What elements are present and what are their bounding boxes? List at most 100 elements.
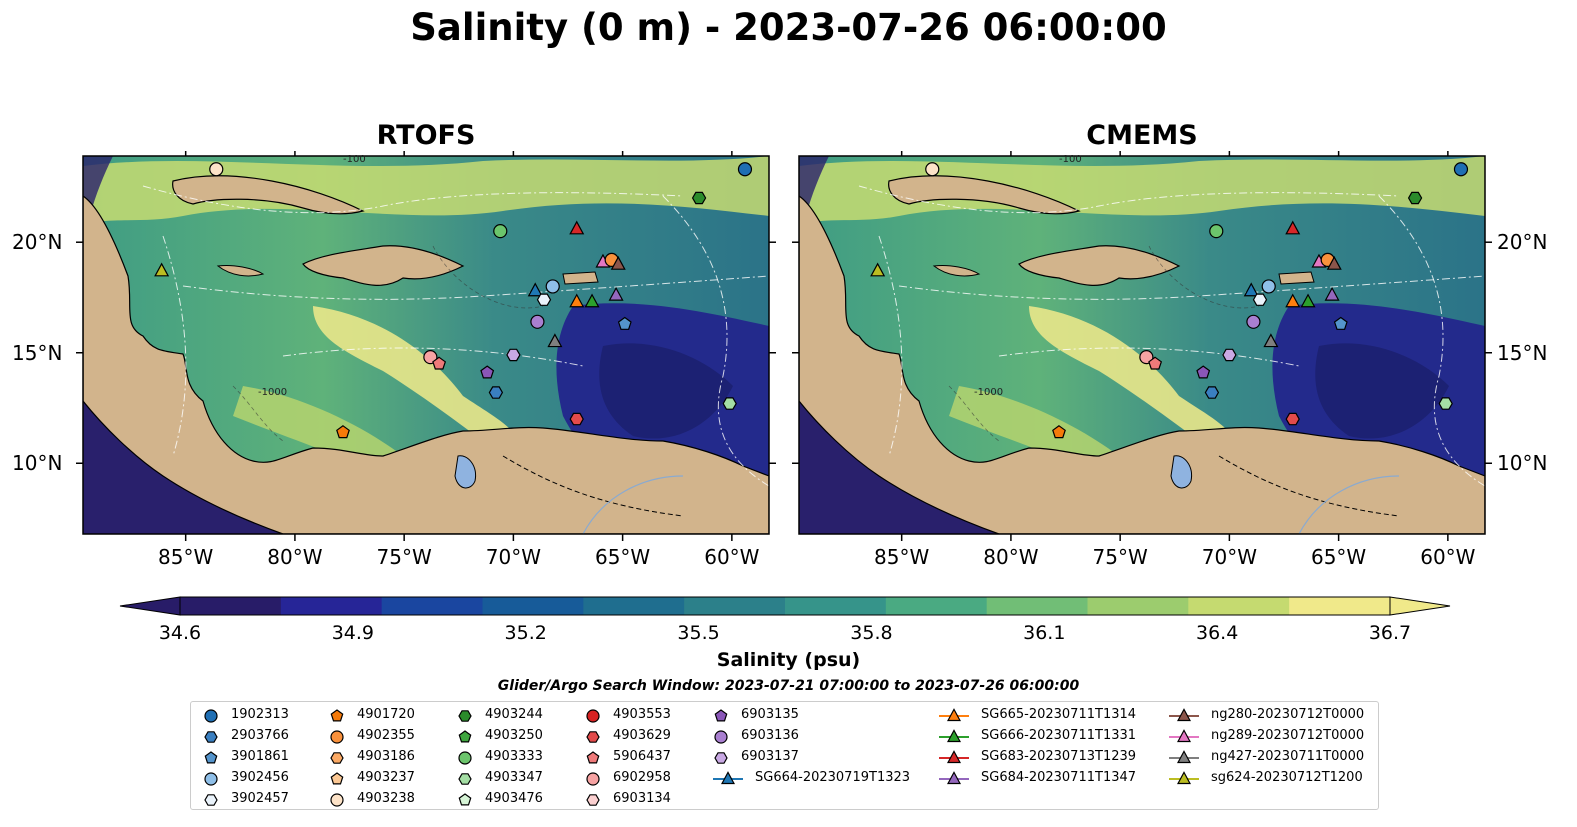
legend-marker-icon	[204, 731, 218, 743]
cmems-contour-label-100: -100	[1059, 154, 1082, 165]
legend-label: 4903333	[485, 749, 543, 764]
legend-label: 4902355	[357, 728, 415, 743]
obs-marker-6902958	[1139, 350, 1154, 365]
legend-swatch	[586, 751, 600, 764]
legend-swatch	[939, 729, 969, 743]
obs-marker-SG666-20230711T1331	[584, 293, 600, 308]
legend-label: 4901720	[357, 707, 415, 722]
legend-marker-icon	[330, 730, 344, 744]
obs-marker-6903135	[1196, 365, 1211, 379]
colorbar-tick-label: 35.5	[677, 622, 720, 644]
obs-marker-2903766	[1204, 386, 1220, 399]
obs-marker-SG664-20230719T1323	[1243, 282, 1259, 297]
legend-marker-icon	[946, 750, 962, 764]
legend-swatch	[713, 771, 743, 785]
legend-swatch	[330, 752, 344, 764]
legend-marker-icon	[458, 710, 472, 722]
colorbar-tick-label: 36.1	[1023, 622, 1066, 644]
colorbar-cell	[785, 597, 887, 615]
legend-label: SG684-20230711T1347	[981, 770, 1137, 785]
obs-marker-4903347	[722, 397, 737, 410]
legend-swatch	[939, 771, 969, 785]
legend-label: 6903137	[741, 749, 799, 764]
legend-swatch	[330, 772, 344, 785]
legend-swatch	[714, 730, 728, 744]
colorbar-tick-label: 36.4	[1195, 622, 1239, 644]
colorbar	[119, 596, 1451, 616]
y-tick-label: 20°N	[12, 230, 63, 255]
obs-marker-SG665-20230711T1314	[1285, 293, 1301, 308]
obs-marker-4903238	[925, 162, 940, 177]
colorbar-cell	[482, 597, 584, 615]
colorbar-cell	[986, 597, 1088, 615]
legend-swatch	[204, 772, 218, 786]
obs-marker-3902457	[536, 293, 552, 306]
obs-marker-6903137	[506, 348, 521, 362]
colorbar-tick-label: 34.9	[331, 622, 374, 644]
legend-label: 4903250	[485, 728, 543, 743]
obs-marker-5906437	[1148, 356, 1163, 370]
legend-marker-icon	[586, 751, 600, 764]
colorbar-frame	[179, 596, 1391, 616]
colorbar-cells	[119, 596, 1451, 616]
obs-marker-SG666-20230711T1331	[1300, 293, 1316, 308]
legend-marker-icon	[458, 730, 472, 743]
y-tick-label: 15°N	[12, 340, 63, 365]
legend-label: 4903237	[357, 770, 415, 785]
legend-marker-icon	[330, 709, 344, 722]
legend-marker-icon	[946, 708, 962, 722]
legend-marker-icon	[204, 751, 218, 764]
colorbar-cell	[280, 597, 383, 615]
obs-marker-4903238	[209, 162, 224, 177]
legend-swatch	[330, 709, 344, 722]
legend-label: 4903244	[485, 707, 543, 722]
legend-marker-icon	[714, 709, 728, 722]
legend-marker-icon	[1176, 771, 1192, 785]
legend-marker-icon	[586, 794, 600, 806]
obs-marker-4903629	[569, 412, 584, 426]
legend-label: SG683-20230713T1239	[981, 749, 1137, 764]
rtofs-frame	[82, 155, 770, 535]
legend-label: ng289-20230712T0000	[1211, 728, 1365, 743]
colorbar-cell	[885, 597, 988, 615]
legend-label: SG666-20230711T1331	[981, 728, 1137, 743]
legend-marker-icon	[1176, 708, 1192, 722]
legend-label: 4903476	[485, 791, 543, 806]
legend-swatch	[586, 731, 600, 743]
legend-swatch	[204, 794, 218, 806]
legend-marker-icon	[330, 772, 344, 785]
obs-marker-ng427-20230711T0000	[547, 333, 563, 348]
obs-marker-6903136	[1246, 314, 1261, 329]
legend-label: SG664-20230719T1323	[755, 770, 911, 785]
obs-marker-2903766	[488, 386, 504, 399]
legend-swatch	[204, 731, 218, 743]
x-tick-label: 75°W	[376, 545, 432, 569]
legend-marker-icon	[458, 773, 472, 785]
colorbar-cell	[1289, 597, 1391, 615]
y-tick-label: 20°N	[1497, 230, 1548, 255]
colorbar-cell	[583, 597, 685, 615]
obs-marker-6902958	[423, 350, 438, 365]
x-tick-label: 65°W	[1310, 545, 1367, 569]
legend-marker-icon	[330, 793, 344, 807]
legend-marker-icon	[1176, 729, 1192, 743]
legend-label: 4903347	[485, 770, 543, 785]
legend-label: 4903553	[613, 707, 671, 722]
y-tick-label: 15°N	[1497, 340, 1548, 365]
obs-marker-SG664-20230719T1323	[527, 282, 543, 297]
search-window-label: Glider/Argo Search Window: 2023-07-21 07…	[497, 678, 1080, 694]
legend-marker-icon	[714, 752, 728, 764]
legend-swatch	[458, 773, 472, 785]
legend-swatch	[714, 709, 728, 722]
legend-marker-icon	[586, 731, 600, 743]
legend-label: 2903766	[231, 728, 289, 743]
legend-swatch	[330, 730, 344, 744]
obs-marker-3901861	[1333, 316, 1348, 330]
legend-label: 6903134	[613, 791, 671, 806]
legend-marker-icon	[586, 709, 600, 723]
x-tick-label: 75°W	[1092, 545, 1148, 569]
obs-marker-4903347	[1438, 397, 1453, 410]
cmems-map-area	[799, 156, 1485, 534]
legend-swatch	[939, 708, 969, 722]
legend-label: 3902457	[231, 791, 289, 806]
